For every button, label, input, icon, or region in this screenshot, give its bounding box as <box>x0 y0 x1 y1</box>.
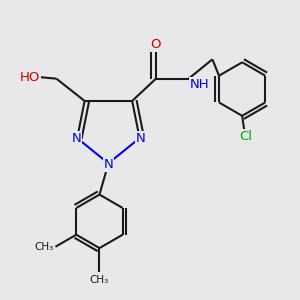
Text: N: N <box>135 132 145 145</box>
Text: N: N <box>103 158 113 171</box>
Text: HO: HO <box>20 71 40 84</box>
Text: N: N <box>72 132 82 145</box>
Text: CH₃: CH₃ <box>90 275 109 285</box>
Text: O: O <box>151 38 161 51</box>
Text: CH₃: CH₃ <box>35 242 54 252</box>
Text: NH: NH <box>190 78 210 91</box>
Text: Cl: Cl <box>239 130 252 143</box>
